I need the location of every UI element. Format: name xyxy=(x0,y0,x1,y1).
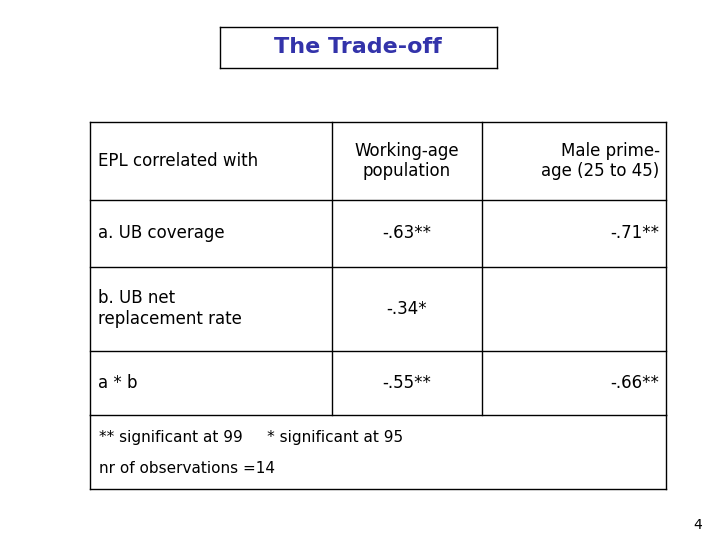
Text: -.55**: -.55** xyxy=(382,374,431,392)
Text: -.66**: -.66** xyxy=(611,374,660,392)
Text: Male prime-
age (25 to 45): Male prime- age (25 to 45) xyxy=(541,141,660,180)
Text: b. UB net
replacement rate: b. UB net replacement rate xyxy=(99,289,243,328)
Text: The Trade-off: The Trade-off xyxy=(274,37,442,57)
Text: ** significant at 99     * significant at 95: ** significant at 99 * significant at 95 xyxy=(99,430,402,445)
Text: Working-age
population: Working-age population xyxy=(354,141,459,180)
Text: nr of observations =14: nr of observations =14 xyxy=(99,461,274,476)
Text: a * b: a * b xyxy=(99,374,138,392)
Text: -.63**: -.63** xyxy=(382,225,431,242)
Text: EPL correlated with: EPL correlated with xyxy=(99,152,258,170)
Text: -.34*: -.34* xyxy=(387,300,427,318)
Text: -.71**: -.71** xyxy=(611,225,660,242)
Text: 4: 4 xyxy=(693,518,702,532)
Text: a. UB coverage: a. UB coverage xyxy=(99,225,225,242)
